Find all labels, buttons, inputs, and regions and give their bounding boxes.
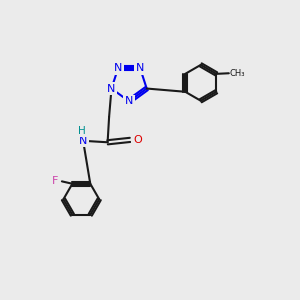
Text: H: H bbox=[78, 126, 86, 136]
Text: N: N bbox=[114, 63, 122, 73]
Text: N: N bbox=[125, 96, 133, 106]
Text: N: N bbox=[107, 83, 116, 94]
Text: CH₃: CH₃ bbox=[230, 69, 245, 78]
Text: N: N bbox=[136, 63, 144, 73]
Text: O: O bbox=[133, 135, 142, 145]
Text: N: N bbox=[79, 136, 87, 146]
Text: F: F bbox=[52, 176, 58, 186]
